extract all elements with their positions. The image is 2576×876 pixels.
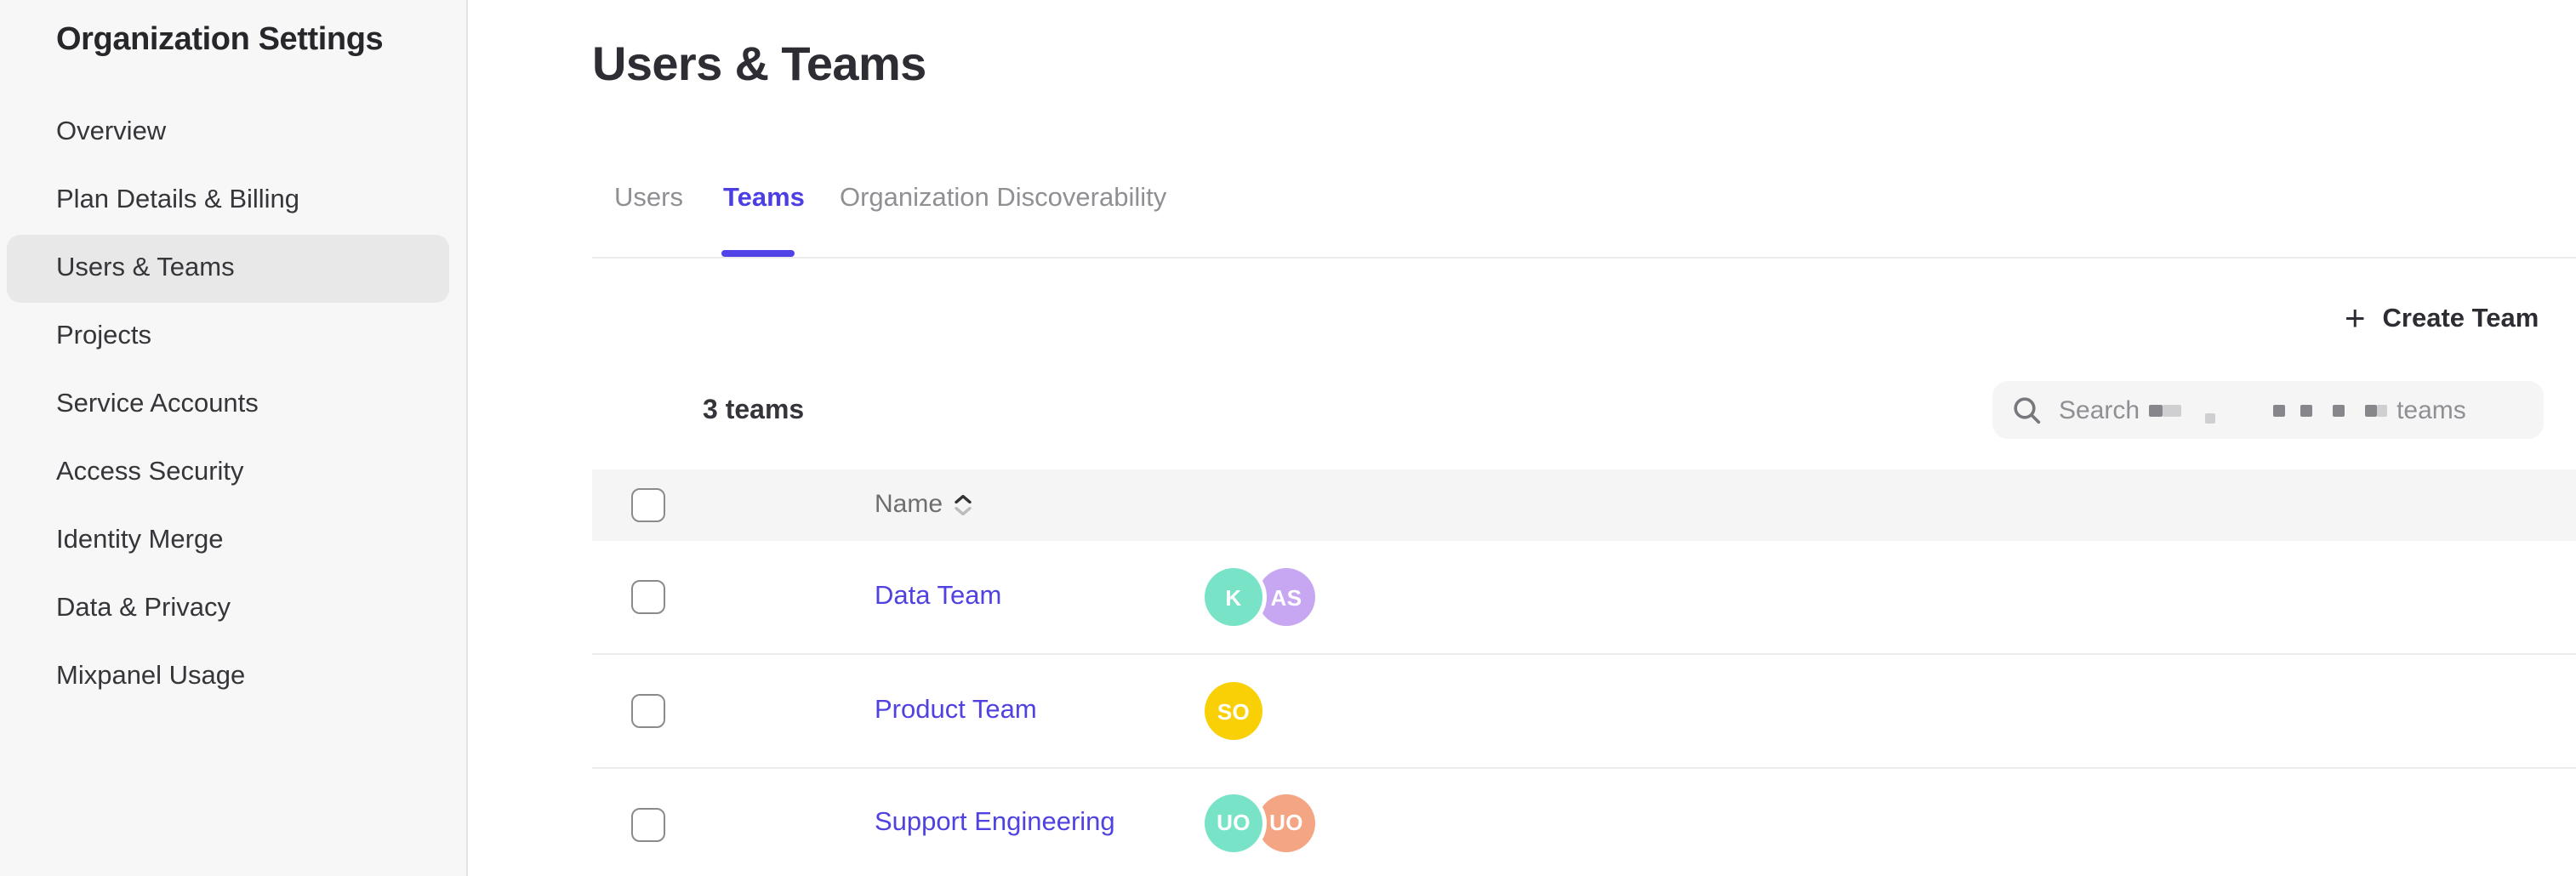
table-row: Product Team SO [592,655,2576,769]
create-team-label: Create Team [2382,304,2539,333]
search-teams-input[interactable]: Search teams [1992,381,2544,439]
redacted-block [2148,404,2163,416]
redacted-block [2204,413,2215,424]
redacted-block [2376,404,2387,416]
table-row: Support Engineering UO UO [592,769,2576,876]
sidebar-item-data-privacy[interactable]: Data & Privacy [56,594,231,623]
page-title: Users & Teams [592,37,926,90]
member-avatar[interactable]: UO [1257,794,1315,851]
sidebar-title: Organization Settings [56,22,384,58]
sort-icon [955,494,972,515]
sidebar-item-users-teams[interactable]: Users & Teams [7,235,449,303]
sidebar-item-projects[interactable]: Projects [56,321,151,350]
search-placeholder-prefix: Search [2059,395,2140,424]
sidebar-item-mixpanel-usage[interactable]: Mixpanel Usage [56,662,246,691]
member-avatars: SO [1205,682,1262,740]
team-name-link[interactable]: Product Team [875,696,1037,725]
member-avatars: K AS [1205,568,1315,626]
member-avatars: UO UO [1205,794,1315,851]
row-checkbox[interactable] [631,580,665,614]
sidebar-item-overview[interactable]: Overview [56,117,167,146]
member-avatar[interactable]: K [1205,568,1262,626]
sidebar-item-plan-details-billing[interactable]: Plan Details & Billing [56,185,300,214]
redacted-block [2272,404,2285,416]
sidebar: Organization Settings Overview Plan Detai… [0,0,468,876]
redacted-block [2162,404,2181,416]
create-team-button[interactable]: + Create Team [2345,299,2539,338]
table-row: Data Team K AS [592,541,2576,655]
column-header-name-label: Name [875,490,943,519]
redacted-block [2300,404,2312,416]
table-header-row: Name [592,469,2576,541]
search-placeholder-suffix: teams [2396,395,2466,424]
main-content: Users & Teams Users Teams Organization D… [468,0,2576,876]
team-name-link[interactable]: Support Engineering [875,807,1115,836]
member-avatar[interactable]: UO [1205,794,1262,851]
tabs-divider [592,256,2576,259]
active-tab-underline [721,249,794,257]
plus-icon: + [2345,299,2366,338]
row-checkbox[interactable] [631,808,665,842]
sidebar-nav: Overview Plan Details & Billing Users & Te… [0,99,468,711]
search-icon [2014,396,2041,424]
column-header-name[interactable]: Name [875,490,972,519]
teams-count: 3 teams [703,396,805,425]
team-name-link[interactable]: Data Team [875,582,1002,611]
member-avatar[interactable]: SO [1205,682,1262,740]
member-avatar[interactable]: AS [1257,568,1315,626]
tab-users[interactable]: Users [614,184,683,213]
tab-organization-discoverability[interactable]: Organization Discoverability [840,184,1167,213]
tab-teams[interactable]: Teams [723,184,805,213]
sidebar-item-service-accounts[interactable]: Service Accounts [56,390,259,418]
redacted-block [2364,404,2377,416]
sidebar-item-identity-merge[interactable]: Identity Merge [56,526,224,555]
select-all-checkbox[interactable] [631,488,665,522]
row-checkbox[interactable] [631,694,665,728]
sidebar-item-access-security[interactable]: Access Security [56,458,244,486]
redacted-block [2332,404,2345,416]
